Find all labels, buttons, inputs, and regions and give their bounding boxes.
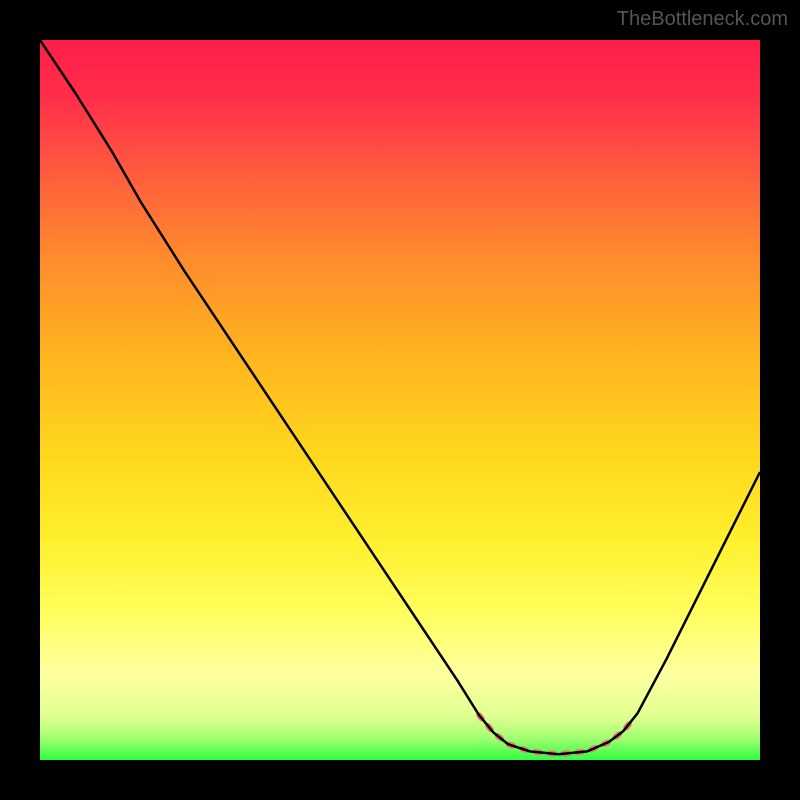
gradient-background: [40, 40, 760, 760]
watermark-text: TheBottleneck.com: [617, 8, 788, 31]
chart-svg: [40, 40, 760, 760]
plot-area: [40, 40, 760, 760]
chart-container: TheBottleneck.com: [0, 0, 800, 800]
